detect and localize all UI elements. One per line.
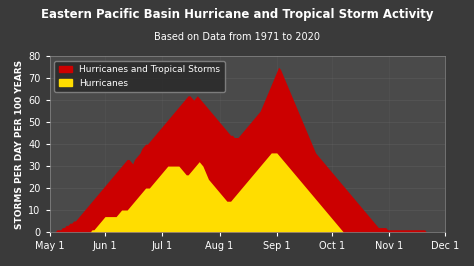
Text: Eastern Pacific Basin Hurricane and Tropical Storm Activity: Eastern Pacific Basin Hurricane and Trop… xyxy=(41,8,433,21)
Text: Based on Data from 1971 to 2020: Based on Data from 1971 to 2020 xyxy=(154,32,320,42)
Y-axis label: STORMS PER DAY PER 100 YEARS: STORMS PER DAY PER 100 YEARS xyxy=(15,60,24,229)
Legend: Hurricanes and Tropical Storms, Hurricanes: Hurricanes and Tropical Storms, Hurrican… xyxy=(54,61,225,92)
